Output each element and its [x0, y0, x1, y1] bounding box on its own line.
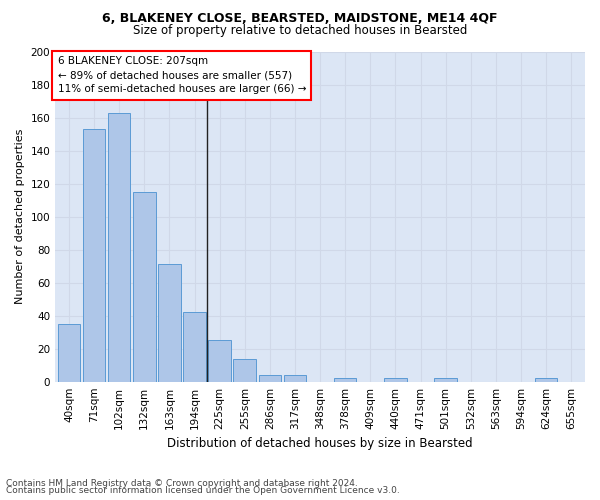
Text: Contains HM Land Registry data © Crown copyright and database right 2024.: Contains HM Land Registry data © Crown c…	[6, 478, 358, 488]
Bar	[83, 129, 106, 382]
Bar	[108, 112, 130, 382]
Bar	[535, 378, 557, 382]
Bar	[133, 192, 155, 382]
Bar	[259, 375, 281, 382]
Bar	[158, 264, 181, 382]
Bar	[434, 378, 457, 382]
Text: Contains public sector information licensed under the Open Government Licence v3: Contains public sector information licen…	[6, 486, 400, 495]
Bar	[284, 375, 306, 382]
Bar	[384, 378, 407, 382]
Bar	[334, 378, 356, 382]
Text: 6, BLAKENEY CLOSE, BEARSTED, MAIDSTONE, ME14 4QF: 6, BLAKENEY CLOSE, BEARSTED, MAIDSTONE, …	[102, 12, 498, 26]
Bar	[233, 358, 256, 382]
Bar	[58, 324, 80, 382]
X-axis label: Distribution of detached houses by size in Bearsted: Distribution of detached houses by size …	[167, 437, 473, 450]
Y-axis label: Number of detached properties: Number of detached properties	[15, 129, 25, 304]
Bar	[183, 312, 206, 382]
Bar	[208, 340, 231, 382]
Text: Size of property relative to detached houses in Bearsted: Size of property relative to detached ho…	[133, 24, 467, 37]
Text: 6 BLAKENEY CLOSE: 207sqm
← 89% of detached houses are smaller (557)
11% of semi-: 6 BLAKENEY CLOSE: 207sqm ← 89% of detach…	[58, 56, 306, 94]
